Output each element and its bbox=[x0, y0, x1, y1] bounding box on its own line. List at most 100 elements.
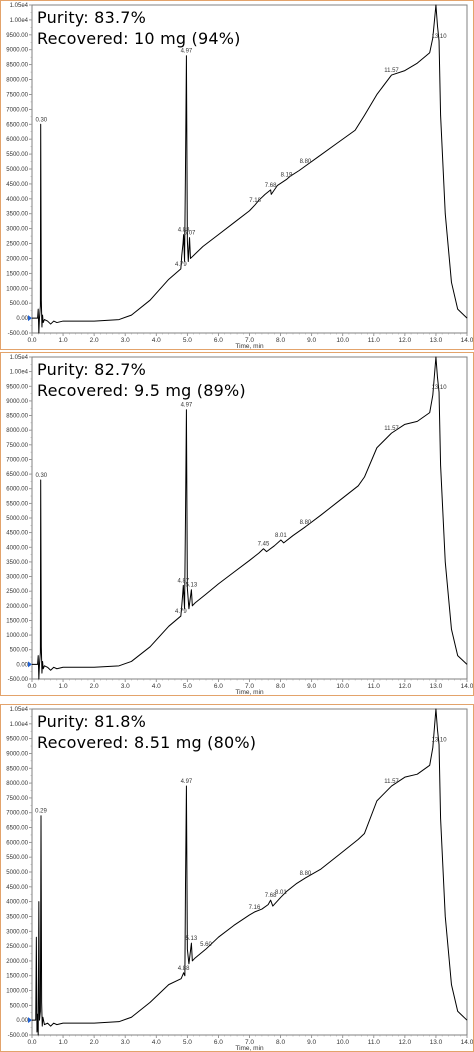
x-tick-label: 14.0 bbox=[461, 337, 473, 344]
y-tick-label: 3500.00 bbox=[6, 212, 28, 218]
x-tick-label: 12.0 bbox=[399, 683, 412, 690]
y-tick-label: 5500.00 bbox=[6, 855, 28, 861]
x-tick-label: 13.0 bbox=[430, 1039, 443, 1046]
y-tick-label: 3500.00 bbox=[6, 560, 28, 566]
y-tick-label: 1500.00 bbox=[6, 618, 28, 624]
x-tick-label: 14.0 bbox=[461, 1039, 473, 1046]
y-tick-label: -500.00 bbox=[8, 1033, 29, 1039]
y-tick-label: 9000.00 bbox=[6, 399, 28, 405]
y-tick-label: 4000.00 bbox=[6, 900, 28, 906]
x-tick-label: 5.0 bbox=[183, 337, 192, 344]
x-axis-title: Time, min bbox=[235, 689, 264, 695]
purity-text: Purity: 82.7% bbox=[37, 360, 147, 379]
y-tick-label: 2500.00 bbox=[6, 589, 28, 595]
x-tick-label: 3.0 bbox=[121, 337, 130, 344]
chromatogram-panel-1: -500.00 0.00 500.00 1000.00 1500.00 2000.00 25… bbox=[0, 0, 474, 350]
x-tick-label: 6.0 bbox=[214, 337, 223, 344]
y-tick-label: 4500.00 bbox=[6, 885, 28, 891]
x-tick-label: 12.0 bbox=[399, 1039, 412, 1046]
chromatogram-trace bbox=[32, 356, 468, 680]
y-tick-label: 4000.00 bbox=[6, 545, 28, 551]
y-tick-label: 0.00 bbox=[16, 316, 28, 322]
x-tick-label: 0.0 bbox=[27, 1039, 36, 1046]
y-tick-label: 6500.00 bbox=[6, 122, 28, 128]
x-tick-label: 2.0 bbox=[90, 683, 99, 690]
plot-frame bbox=[31, 356, 468, 680]
peak-label: 11.57 bbox=[384, 68, 399, 74]
y-tick-label: 1.05e4 bbox=[10, 3, 29, 9]
x-tick-label: 7.0 bbox=[245, 337, 254, 344]
x-tick-label: 9.0 bbox=[307, 337, 316, 344]
y-tick-label: 2000.00 bbox=[6, 604, 28, 610]
y-tick-label: 8000.00 bbox=[6, 428, 28, 434]
y-tick-label: 4500.00 bbox=[6, 531, 28, 537]
y-tick-label: 9500.00 bbox=[6, 33, 28, 39]
x-tick-label: 8.0 bbox=[276, 683, 285, 690]
y-tick-label: 3500.00 bbox=[6, 914, 28, 920]
recovered-text: Recovered: 10 mg (94%) bbox=[37, 29, 241, 48]
y-tick-label: 7500.00 bbox=[6, 796, 28, 802]
y-tick-label: 6500.00 bbox=[6, 826, 28, 832]
peak-label: 13.10 bbox=[432, 738, 448, 744]
result-summary-2: Purity: 82.7% Recovered: 9.5 mg (89%) bbox=[37, 359, 246, 401]
y-tick-label: 7500.00 bbox=[6, 92, 28, 98]
y-tick-label: 7000.00 bbox=[6, 457, 28, 463]
baseline-marker bbox=[28, 315, 32, 322]
y-tick-label: 8000.00 bbox=[6, 781, 28, 787]
y-tick-label: 5000.00 bbox=[6, 167, 28, 173]
y-tick-label: 5500.00 bbox=[6, 501, 28, 507]
peak-label: 4.97 bbox=[181, 779, 193, 785]
peak-label: 4.87 bbox=[177, 578, 189, 584]
x-axis-title: Time, min bbox=[235, 343, 264, 349]
y-tick-label: 1.05e4 bbox=[10, 707, 29, 713]
plot-frame bbox=[31, 4, 468, 334]
chromatogram-trace bbox=[32, 708, 468, 1036]
x-tick-label: 9.0 bbox=[307, 683, 316, 690]
x-tick-label: 10.0 bbox=[336, 337, 349, 344]
peak-label: 8.80 bbox=[300, 159, 312, 165]
y-tick-label: 500.00 bbox=[10, 301, 29, 307]
x-tick-label: 1.0 bbox=[59, 337, 68, 344]
x-tick-label: 14.0 bbox=[461, 683, 473, 690]
peak-label: 4.79 bbox=[175, 262, 187, 268]
y-tick-label: 2500.00 bbox=[6, 944, 28, 950]
y-tick-label: 6000.00 bbox=[6, 840, 28, 846]
x-tick-label: 7.0 bbox=[245, 1039, 254, 1046]
x-tick-label: 4.0 bbox=[152, 337, 161, 344]
chromatogram-1: -500.00 0.00 500.00 1000.00 1500.00 2000.00 25… bbox=[6, 3, 473, 349]
peak-label: 5.13 bbox=[186, 583, 198, 589]
peak-label: 11.57 bbox=[384, 779, 399, 785]
y-tick-label: 8500.00 bbox=[6, 414, 28, 420]
peak-label: 7.16 bbox=[249, 905, 261, 911]
x-tick-label: 9.0 bbox=[307, 1039, 316, 1046]
y-tick-label: 6500.00 bbox=[6, 472, 28, 478]
y-tick-label: -500.00 bbox=[8, 677, 29, 683]
y-tick-label: 500.00 bbox=[10, 648, 29, 654]
x-tick-label: 2.0 bbox=[90, 337, 99, 344]
peak-label: 5.13 bbox=[186, 936, 198, 942]
x-tick-label: 5.0 bbox=[183, 683, 192, 690]
x-tick-label: 10.0 bbox=[336, 1039, 349, 1046]
chromatogram-panel-3: -500.00 0.00 500.00 1000.00 1500.00 2000.00 25… bbox=[0, 704, 474, 1052]
peak-label: 7.68 bbox=[265, 183, 277, 189]
x-tick-label: 1.0 bbox=[59, 683, 68, 690]
x-tick-label: 3.0 bbox=[121, 1039, 130, 1046]
y-tick-label: 1000.00 bbox=[6, 633, 28, 639]
peak-label: 13.10 bbox=[432, 385, 448, 391]
peak-label: 11.57 bbox=[384, 426, 399, 432]
x-tick-label: 10.0 bbox=[336, 683, 349, 690]
y-tick-label: 7000.00 bbox=[6, 811, 28, 817]
x-tick-label: 2.0 bbox=[90, 1039, 99, 1046]
x-tick-label: 1.0 bbox=[59, 1039, 68, 1046]
y-tick-label: 9500.00 bbox=[6, 737, 28, 743]
y-tick-label: 7000.00 bbox=[6, 107, 28, 113]
y-tick-label: 9500.00 bbox=[6, 384, 28, 390]
peak-label: 7.68 bbox=[265, 893, 277, 899]
y-tick-label: 4500.00 bbox=[6, 182, 28, 188]
x-tick-label: 8.0 bbox=[276, 1039, 285, 1046]
peak-label: 13.10 bbox=[432, 34, 448, 40]
chromatogram-3: -500.00 0.00 500.00 1000.00 1500.00 2000.00 25… bbox=[6, 707, 473, 1051]
y-tick-label: 8500.00 bbox=[6, 766, 28, 772]
y-tick-label: 5500.00 bbox=[6, 152, 28, 158]
y-tick-label: 2000.00 bbox=[6, 959, 28, 965]
